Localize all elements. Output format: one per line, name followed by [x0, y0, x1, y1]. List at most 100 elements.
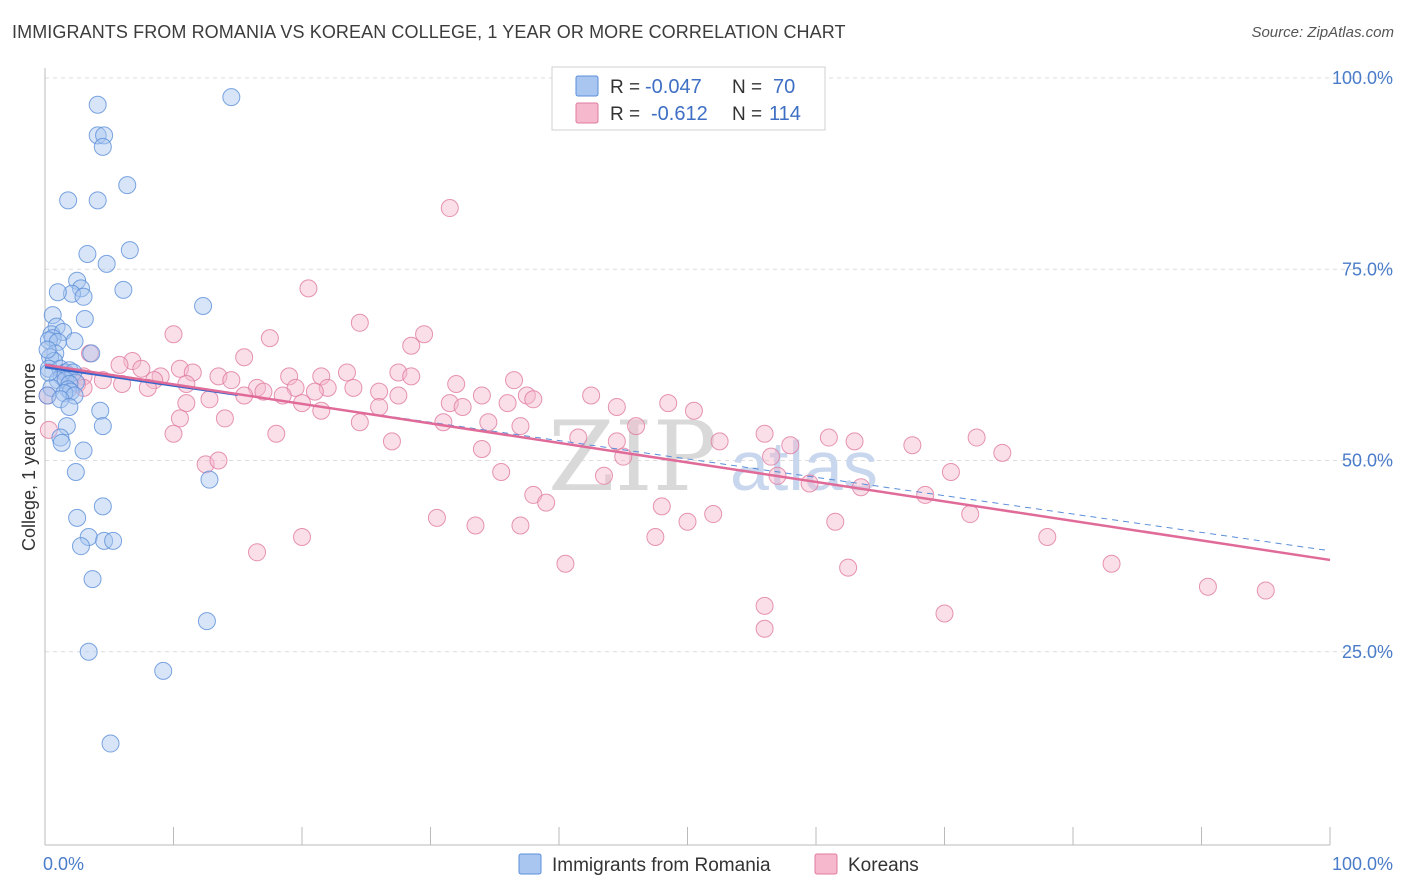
point-romania [48, 283, 67, 302]
point-koreans [305, 382, 324, 401]
watermark-zip: ZIP [548, 401, 717, 513]
trend-romania-extension [44, 366, 1331, 552]
point-koreans [209, 451, 228, 470]
y-tick-labels: 25.0% 50.0% 75.0% 100.0% [1332, 68, 1393, 662]
point-romania [60, 397, 79, 416]
point-romania [88, 126, 107, 145]
point-romania [93, 497, 112, 516]
watermark: ZIP atlas [548, 401, 878, 513]
point-koreans [845, 432, 864, 451]
point-koreans [935, 604, 954, 623]
point-koreans [826, 512, 845, 531]
point-koreans [800, 474, 819, 493]
point-romania [74, 287, 93, 306]
trend-koreans [44, 363, 1331, 562]
bottom-legend: Immigrants from Romania Koreans [518, 853, 919, 876]
point-romania [51, 390, 70, 409]
point-romania [101, 734, 120, 753]
point-romania [83, 570, 102, 589]
point-koreans [582, 386, 601, 405]
point-romania [48, 371, 67, 390]
point-koreans [389, 386, 408, 405]
grid [45, 77, 1392, 653]
y-axis-label: College, 1 year or more [19, 363, 39, 551]
point-romania [59, 191, 78, 210]
point-romania [71, 537, 90, 556]
point-koreans [350, 313, 369, 332]
legend-r-label: R = [610, 104, 640, 125]
point-koreans [472, 386, 491, 405]
point-koreans [993, 443, 1012, 462]
point-romania [66, 462, 85, 481]
point-koreans [511, 417, 530, 436]
point-koreans [556, 554, 575, 573]
chart-title: IMMIGRANTS FROM ROMANIA VS KOREAN COLLEG… [12, 22, 846, 42]
point-koreans [382, 432, 401, 451]
legend-swatch-romania [575, 75, 599, 97]
point-romania [66, 373, 85, 392]
point-romania [57, 417, 76, 436]
legend: R = -0.047 N = 70 R = -0.612 N = 114 [551, 66, 826, 131]
point-koreans [652, 497, 671, 516]
bottom-legend-swatch-koreans [814, 853, 838, 875]
point-koreans [627, 417, 646, 436]
point-koreans [177, 375, 196, 393]
bottom-legend-romania: Immigrants from Romania [552, 855, 771, 876]
point-romania [88, 95, 107, 114]
point-koreans [402, 336, 421, 355]
point-romania [38, 340, 57, 359]
point-romania [75, 309, 94, 328]
point-romania [62, 284, 81, 303]
point-romania [65, 332, 84, 351]
point-romania [79, 642, 98, 661]
watermark-atlas: atlas [730, 427, 878, 505]
point-koreans [350, 413, 369, 432]
point-koreans [183, 363, 202, 382]
point-koreans [164, 325, 183, 344]
legend-n-value-romania: 70 [773, 76, 795, 98]
point-koreans [248, 543, 267, 562]
point-romania [93, 417, 112, 436]
point-koreans [344, 378, 363, 397]
point-koreans [370, 397, 389, 416]
point-koreans [710, 432, 729, 451]
point-koreans [498, 394, 517, 413]
point-koreans [235, 348, 254, 367]
point-romania [79, 528, 98, 546]
point-koreans [916, 485, 935, 504]
point-koreans [492, 462, 511, 481]
point-koreans [1198, 577, 1217, 596]
point-koreans [659, 394, 678, 413]
point-koreans [569, 428, 588, 447]
point-koreans [646, 528, 665, 546]
legend-swatch-koreans [575, 102, 599, 124]
point-koreans [280, 367, 299, 386]
point-koreans [215, 409, 234, 428]
point-romania [154, 661, 173, 680]
point-koreans [607, 397, 626, 416]
x-tick-labels: 0.0% 100.0% [43, 854, 1393, 874]
point-romania [200, 470, 219, 489]
point-koreans [819, 428, 838, 447]
point-koreans [170, 409, 189, 428]
y-tick-label: 50.0% [1342, 451, 1393, 471]
point-romania [52, 433, 71, 452]
point-romania [43, 306, 62, 325]
point-romania [95, 126, 114, 145]
point-romania [65, 386, 84, 405]
point-koreans [755, 424, 774, 443]
legend-r-value-romania: -0.047 [645, 76, 702, 98]
point-koreans [415, 325, 434, 344]
legend-n-label: N = [732, 77, 762, 98]
x-tick-label: 100.0% [1332, 854, 1393, 874]
point-koreans [402, 367, 421, 386]
point-koreans [762, 447, 781, 466]
point-koreans [299, 279, 318, 298]
y-tick-label: 25.0% [1342, 642, 1393, 662]
point-koreans [607, 432, 626, 451]
point-romania [93, 137, 112, 156]
legend-n-label: N = [732, 104, 762, 125]
y-tick-label: 75.0% [1342, 259, 1393, 279]
x-tick-label: 0.0% [43, 854, 84, 874]
